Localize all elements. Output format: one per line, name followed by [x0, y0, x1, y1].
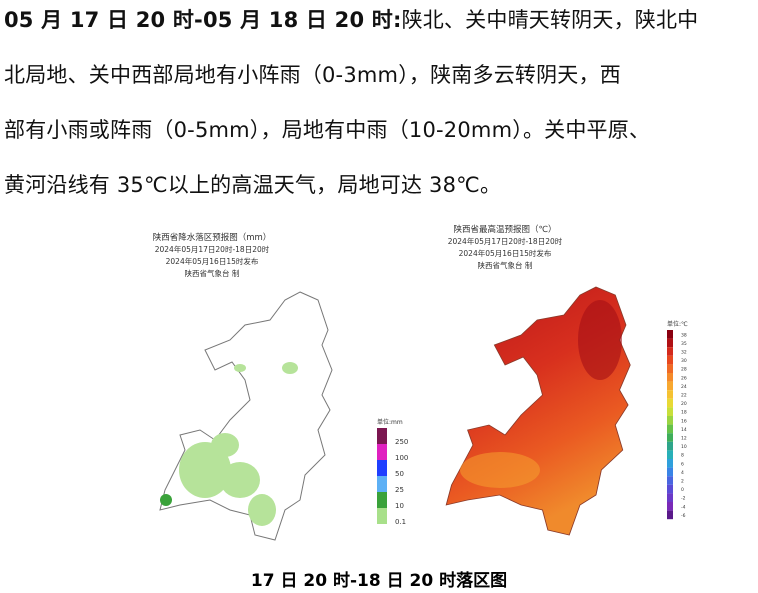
legend-label: -6	[681, 513, 686, 519]
legend-swatch	[667, 450, 673, 459]
legend-swatch	[667, 398, 673, 408]
legend-label: 250	[395, 438, 408, 446]
legend-swatch	[667, 390, 673, 399]
map-title: 2024年05月17日20时-18日20时	[448, 236, 563, 246]
legend-label: 6	[681, 461, 684, 467]
legend-label: -4	[681, 504, 686, 510]
map-title: 陕西省气象台 制	[185, 268, 240, 278]
text: 陕北、关中晴天转阴天，陕北中	[401, 8, 699, 32]
legend-label: 30	[681, 358, 687, 364]
legend-label: 28	[681, 367, 687, 373]
legend-label: 100	[395, 454, 408, 462]
legend-swatch	[667, 502, 673, 511]
legend-swatch	[377, 476, 387, 492]
text-line: 05 月 17 日 20 时-05 月 18 日 20 时:陕北、关中晴天转阴天…	[4, 4, 698, 34]
legend-swatch	[377, 460, 387, 476]
lead: 05 月 17 日 20 时-05 月 18 日 20 时:	[4, 8, 402, 32]
legend-swatch	[377, 428, 387, 444]
legend-label: 10	[681, 444, 687, 450]
temp-map	[445, 286, 631, 536]
map-title: 陕西省最高温预报图（℃）	[453, 224, 556, 235]
legend-label: 18	[681, 410, 687, 416]
legend-label: 24	[681, 384, 687, 390]
legend-swatch	[667, 467, 673, 477]
legend-label: 22	[681, 393, 687, 399]
legend-label: 50	[395, 470, 404, 478]
text-line: 黄河沿线有 35℃以上的高温天气，局地可达 38℃。	[4, 173, 502, 197]
legend-label: 12	[681, 436, 687, 442]
map-title: 2024年05月17日20时-18日20时	[155, 244, 270, 254]
legend-swatch	[667, 441, 673, 451]
legend-label: -2	[681, 496, 686, 502]
map-title: 2024年05月16日15时发布	[166, 256, 259, 266]
map-title: 陕西省降水落区预报图（mm）	[153, 232, 272, 243]
legend-label: 8	[681, 453, 684, 459]
legend-swatch	[667, 364, 673, 373]
legend-label: 38	[681, 332, 687, 338]
legend-label: 16	[681, 418, 687, 424]
legend-swatch	[667, 373, 673, 382]
legend-label: 32	[681, 350, 687, 356]
legend-label: 0.1	[395, 518, 406, 526]
legend-title: 单位:℃	[667, 320, 688, 328]
legend-swatch	[667, 484, 673, 494]
legend-swatch	[377, 508, 387, 524]
legend-swatch	[667, 476, 673, 485]
legend-swatch	[667, 493, 673, 502]
legend-swatch	[667, 330, 673, 339]
legend-label: 25	[395, 486, 404, 494]
rain-map	[159, 291, 333, 541]
legend-label: 10	[395, 502, 404, 510]
legend-swatch	[667, 338, 673, 348]
map-title: 陕西省气象台 制	[478, 260, 533, 270]
text-line: 北局地、关中西部局地有小阵雨（0-3mm），陕南多云转阴天，西	[4, 63, 621, 87]
legend-label: 14	[681, 427, 687, 433]
text-line: 部有小雨或阵雨（0-5mm），局地有中雨（10-20mm）。关中平原、	[4, 118, 651, 142]
legend-swatch	[667, 510, 673, 520]
legend-title: 单位:mm	[377, 418, 403, 426]
legend-swatch	[667, 433, 673, 442]
legend-label: 0	[681, 487, 684, 493]
legend-label: 35	[681, 341, 687, 347]
legend-swatch	[667, 381, 673, 391]
legend-label: 2	[681, 479, 684, 485]
caption: 17 日 20 时-18 日 20 时落区图	[250, 571, 508, 591]
legend-label: 20	[681, 401, 687, 407]
legend-label: 26	[681, 375, 687, 381]
legend-swatch	[667, 416, 673, 425]
legend-label: 4	[681, 470, 684, 476]
legend-swatch	[667, 347, 673, 356]
map-title: 2024年05月16日15时发布	[459, 248, 552, 258]
legend-swatch	[667, 355, 673, 365]
legend-swatch	[377, 444, 387, 460]
legend-swatch	[667, 459, 673, 468]
legend-swatch	[667, 407, 673, 416]
legend-swatch	[377, 492, 387, 508]
legend-swatch	[667, 424, 673, 434]
